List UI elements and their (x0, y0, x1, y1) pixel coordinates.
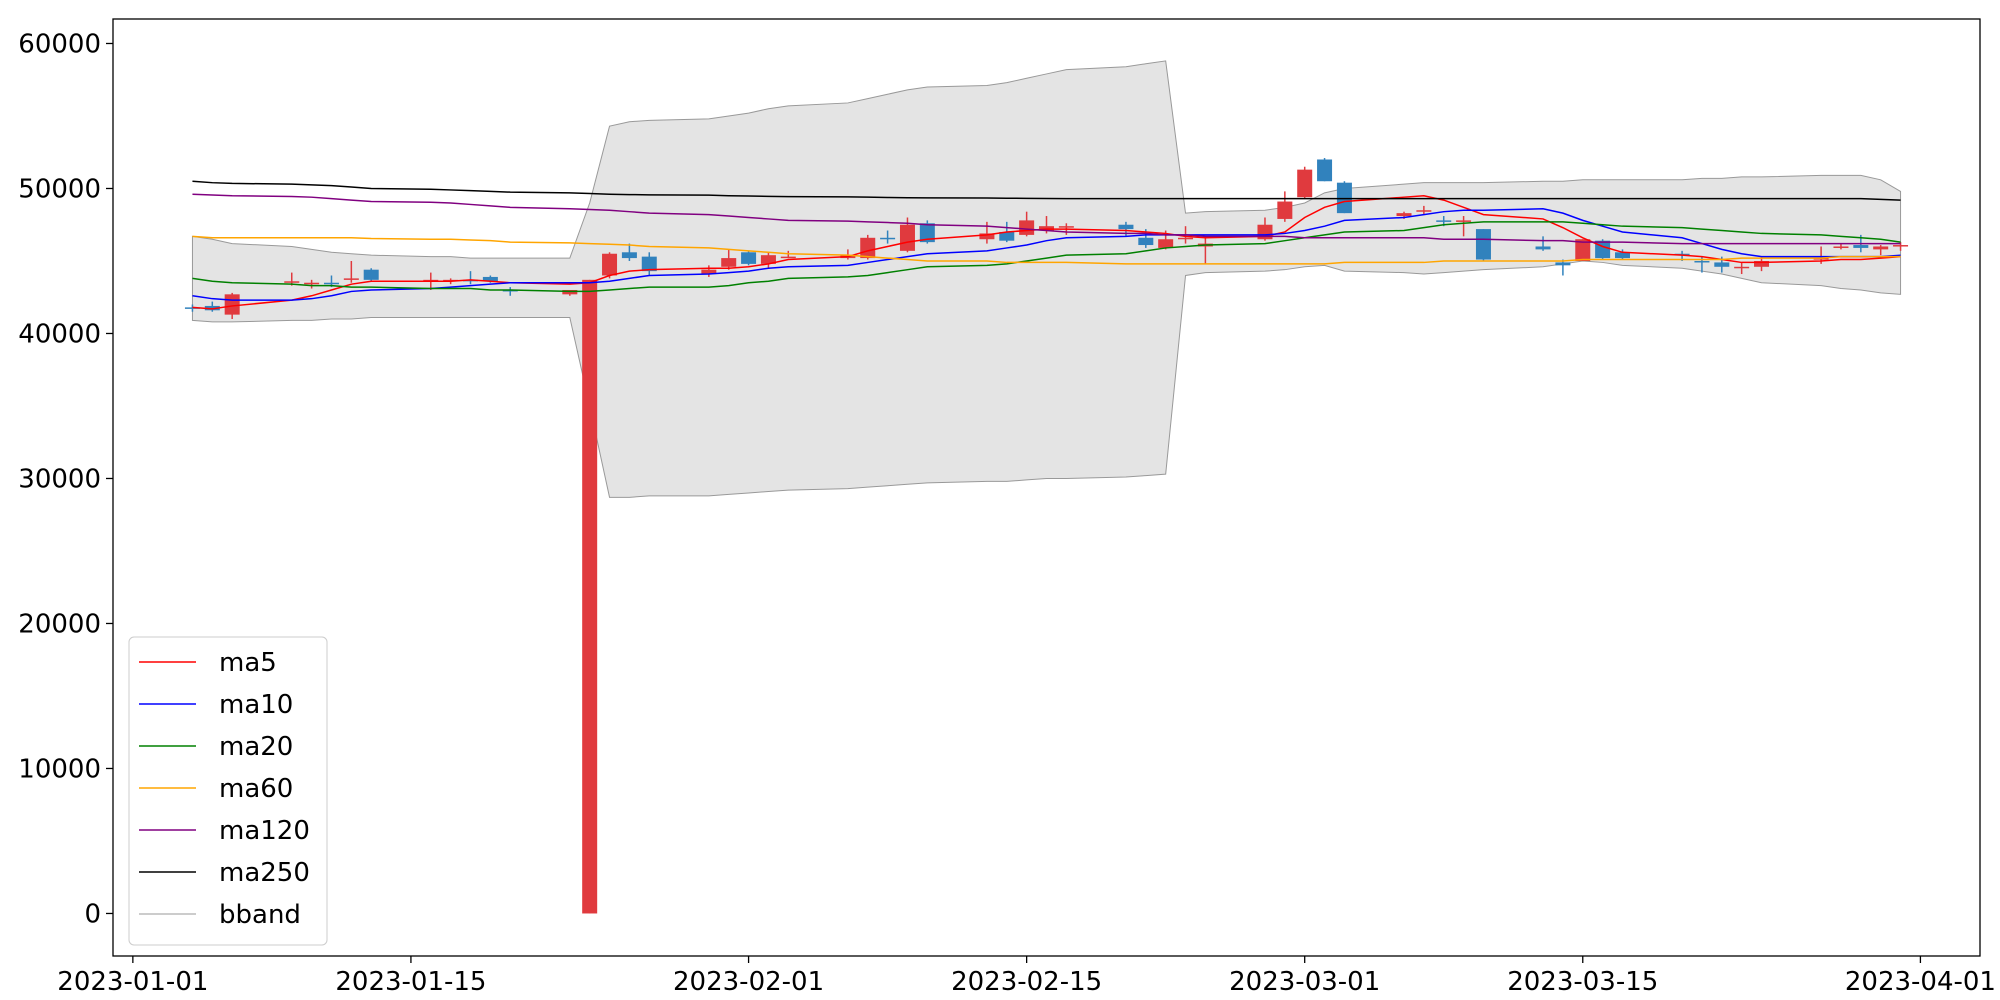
candle-body (721, 258, 737, 267)
candle-body (1317, 159, 1333, 182)
candle-body (979, 233, 995, 240)
y-tick-label: 0 (84, 899, 101, 929)
candle-body (1058, 226, 1074, 228)
candle-body (1118, 224, 1134, 230)
candle-body (999, 231, 1015, 241)
candle-body (1833, 246, 1849, 248)
candle-body (1575, 239, 1591, 261)
candle-body (1138, 237, 1154, 246)
candle-body (1019, 220, 1035, 235)
candle-body (1396, 213, 1412, 217)
y-tick-label: 50000 (18, 174, 101, 204)
y-tick-label: 60000 (18, 29, 101, 59)
candle-body (1694, 260, 1710, 263)
bband-area (191, 60, 1902, 498)
candle-body (1475, 229, 1491, 260)
candle-body (741, 252, 757, 264)
candle-body (701, 269, 717, 275)
y-tick-label: 20000 (18, 609, 101, 639)
candle-body (1754, 260, 1770, 267)
candle-body (1456, 220, 1472, 222)
candle-body (582, 279, 598, 914)
y-tick-label: 30000 (18, 464, 101, 494)
candle-body (621, 252, 637, 259)
candle-body (602, 253, 618, 276)
legend-label: ma250 (219, 858, 310, 888)
candle-body (1277, 201, 1293, 219)
y-tick-label: 40000 (18, 319, 101, 349)
candle-body (780, 256, 796, 259)
x-tick-label: 2023-01-15 (335, 967, 486, 997)
candle-body (641, 256, 657, 272)
candle-body (1436, 220, 1452, 222)
legend-label: ma10 (219, 690, 293, 720)
ma-line (192, 221, 1901, 293)
y-tick-label: 10000 (18, 754, 101, 784)
ma-line (192, 193, 1901, 245)
plot-frame (112, 18, 1981, 957)
ma-line (192, 180, 1901, 201)
ma-line (192, 235, 1901, 265)
candle-body (1734, 266, 1750, 269)
candle-body (1595, 240, 1611, 259)
x-tick-label: 2023-02-15 (951, 967, 1102, 997)
candle-body (1853, 245, 1869, 248)
candle-body (880, 237, 896, 240)
candle-body (1555, 262, 1571, 266)
legend-label: ma60 (219, 774, 293, 804)
candle-body (323, 282, 339, 285)
candle-body (482, 276, 498, 282)
candle-body (760, 255, 776, 264)
legend-label: ma5 (219, 648, 277, 678)
x-tick-label: 2023-03-15 (1507, 967, 1658, 997)
candle-body (919, 223, 935, 243)
candle-body (1178, 237, 1194, 240)
candle-body (860, 237, 876, 259)
candle-body (304, 282, 320, 285)
candle-body (1873, 246, 1889, 250)
candle-body (1893, 245, 1909, 247)
legend-label: bband (219, 900, 301, 930)
ma-line (192, 208, 1901, 301)
candle-body (224, 294, 240, 315)
x-tick-label: 2023-04-01 (1845, 967, 1996, 997)
candle-body (1614, 252, 1630, 259)
candle-body (1714, 262, 1730, 267)
x-tick-label: 2023-03-01 (1229, 967, 1380, 997)
legend-label: ma20 (219, 732, 293, 762)
candle-body (363, 269, 379, 280)
candle-body (899, 224, 915, 251)
x-tick-label: 2023-02-01 (673, 967, 824, 997)
candle-body (1297, 169, 1313, 198)
ma-line (192, 194, 1901, 310)
candle-body (284, 281, 300, 283)
candle-body (1416, 210, 1432, 212)
legend: ma5 ma10 ma20 ma60 ma120 ma250 bband (128, 636, 328, 946)
x-tick-label: 2023-01-01 (57, 967, 208, 997)
candle-body (1535, 246, 1551, 250)
legend-box (128, 636, 328, 946)
legend-label: ma120 (219, 816, 310, 846)
candle-body (1158, 239, 1174, 248)
candle-body (343, 278, 359, 280)
